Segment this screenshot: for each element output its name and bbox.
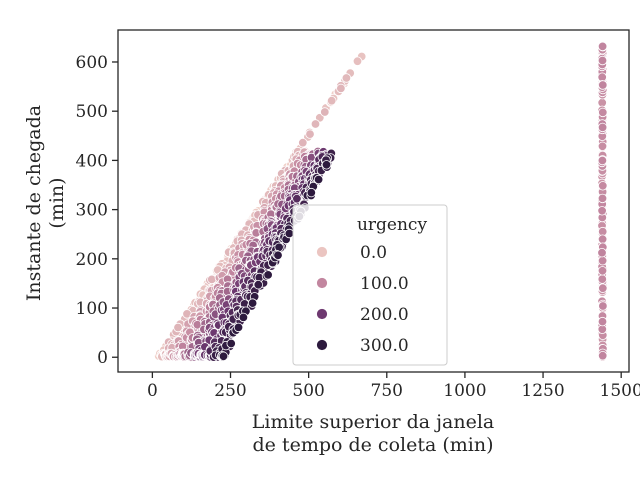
data-point [598,80,608,90]
x-tick-label: 500 [292,381,324,401]
data-point [597,122,608,133]
data-point [341,73,352,83]
x-tick-label: 1500 [600,381,640,401]
data-point [598,107,608,118]
data-point [597,155,608,166]
data-point [352,56,363,66]
data-point [313,174,324,185]
data-point [597,316,608,327]
data-point [173,322,183,333]
legend-marker [316,277,328,289]
data-point [321,160,332,170]
data-point [336,83,346,94]
x-axis-label-line-1: Limite superior da janela [252,411,494,433]
data-point [292,193,302,204]
data-point [320,107,330,117]
x-axis-label-line-2: de tempo de coleta (min) [253,434,494,456]
legend-frame [292,204,448,366]
data-point [597,206,607,216]
data-point [306,187,317,198]
data-point [207,274,217,285]
y-tick-label: 600 [76,53,108,73]
data-point [253,280,263,290]
y-axis-label-line-2: (min) [46,177,68,228]
legend-entry-label: 300.0 [360,336,409,356]
x-tick-label: 0 [147,381,158,401]
data-point [598,283,608,293]
legend-entry-label: 200.0 [360,305,409,325]
data-point [233,322,244,333]
legend-title: urgency [357,215,427,235]
data-point [597,41,608,52]
data-point [305,129,315,139]
x-tick-label: 1250 [521,381,564,401]
legend-marker [316,339,328,351]
data-point [597,266,608,276]
data-point [238,312,249,323]
data-point [310,119,321,129]
y-axis-label-line-1: Instante de chegada [23,105,45,301]
data-points [153,41,608,362]
y-tick-label: 400 [76,151,108,171]
plot-frame [117,29,630,373]
data-point [597,193,608,204]
data-point [298,137,308,148]
data-point [218,351,229,362]
y-tick-label: 300 [76,201,108,221]
y-tick-label: 0 [97,348,108,368]
y-tick-label: 500 [76,102,108,122]
legend-marker [316,246,328,258]
data-point [597,274,608,284]
legend-entry-label: 100.0 [360,274,409,294]
y-tick-label: 200 [76,250,108,270]
legend-entry-label: 0.0 [360,243,387,263]
data-point [263,270,273,280]
x-tick-label: 750 [371,381,403,401]
data-point [597,256,608,266]
data-point [284,228,295,239]
x-tick-label: 1000 [443,381,486,401]
data-point [247,298,258,308]
data-point [598,181,608,191]
data-point [597,247,607,258]
data-point [327,95,337,106]
data-point [598,301,608,311]
data-point [597,141,608,152]
data-point [598,351,608,361]
data-point [597,55,608,66]
legend: urgency 0.0 100.0 200.0 300.0 [292,204,448,366]
x-tick-label: 250 [214,381,246,401]
legend-marker [316,308,328,320]
y-tick-label: 100 [76,299,108,319]
y-axis-ticks: 0 100 200 300 400 500 600 [76,53,118,368]
x-axis-ticks: 0 250 500 750 1000 1250 1500 [147,372,640,401]
data-point [226,338,236,349]
data-point [597,234,608,244]
data-point [273,250,283,261]
